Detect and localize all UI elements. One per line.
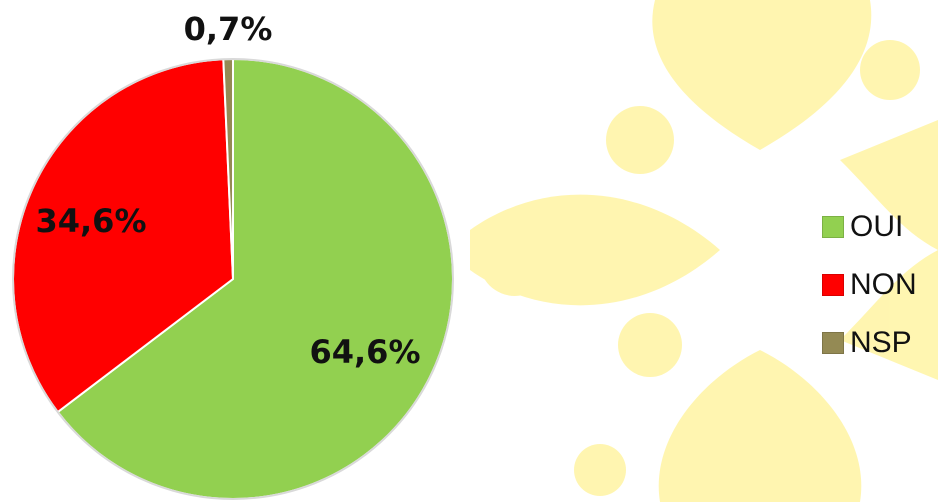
- legend-item-nsp: NSP: [822, 314, 917, 372]
- legend: OUI NON NSP: [822, 198, 917, 372]
- data-label-nsp: 0,7%: [184, 10, 273, 48]
- legend-label-oui: OUI: [850, 210, 904, 243]
- legend-swatch-nsp: [822, 332, 844, 354]
- data-label-non: 34,6%: [35, 202, 146, 240]
- legend-item-non: NON: [822, 256, 917, 314]
- legend-label-non: NON: [850, 268, 917, 301]
- data-label-oui: 64,6%: [309, 333, 420, 371]
- legend-swatch-oui: [822, 216, 844, 238]
- pie-slices: [12, 57, 454, 500]
- pie-rim: [12, 58, 454, 500]
- legend-label-nsp: NSP: [850, 326, 912, 359]
- legend-swatch-non: [822, 274, 844, 296]
- legend-item-oui: OUI: [822, 198, 917, 256]
